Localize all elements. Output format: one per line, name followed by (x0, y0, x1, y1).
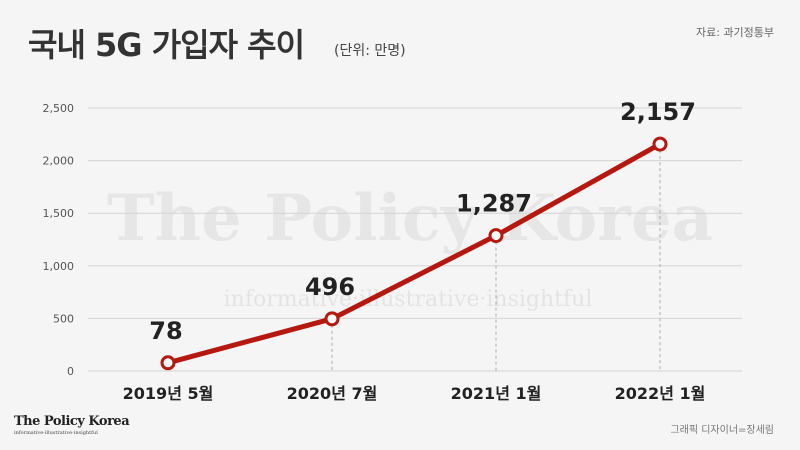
x-axis: 2019년 5월 2020년 7월 2021년 1월 2022년 1월 (123, 384, 706, 403)
designer-credit: 그래픽 디자이너=장세림 (670, 425, 774, 436)
chart-title: 국내 5G 가입자 추이 (28, 26, 305, 64)
brand-logo: The Policy Korea informative·illustrativ… (14, 414, 130, 436)
y-tick-label: 0 (67, 365, 74, 378)
value-labels: 78 496 1,287 2,157 (149, 98, 696, 345)
x-tick-label: 2022년 1월 (615, 384, 706, 403)
data-label: 2,157 (620, 98, 696, 126)
x-tick-label: 2021년 1월 (451, 384, 542, 403)
logo-name: The Policy Korea (14, 414, 130, 429)
unit-label: (단위: 만명) (334, 43, 406, 59)
watermark-main: The Policy Korea (107, 181, 713, 256)
watermark: The Policy Korea informative·illustrativ… (107, 181, 713, 312)
data-label: 496 (305, 273, 355, 301)
data-label: 1,287 (456, 190, 532, 218)
y-tick-label: 2,500 (43, 102, 75, 115)
data-point (324, 311, 340, 327)
series-polyline (165, 141, 663, 366)
data-point (652, 136, 668, 152)
watermark-sub: informative·illustrative·insightful (224, 287, 593, 312)
y-tick-label: 1,000 (43, 260, 75, 273)
y-tick-label: 500 (53, 312, 74, 325)
series-line (165, 141, 663, 366)
source-label: 자료: 과기정통부 (695, 26, 774, 39)
x-tick-label: 2019년 5월 (123, 384, 214, 403)
drop-lines (331, 150, 661, 371)
markers (160, 136, 668, 371)
data-point (160, 355, 176, 371)
y-axis: 0 500 1,000 1,500 2,000 2,500 (43, 102, 75, 378)
y-tick-label: 2,000 (43, 155, 75, 168)
x-tick-label: 2020년 7월 (287, 384, 378, 403)
y-tick-label: 1,500 (43, 207, 75, 220)
logo-tagline: informative·illustrative·insightful (14, 430, 98, 436)
data-label: 78 (149, 317, 182, 345)
data-point (488, 228, 504, 244)
